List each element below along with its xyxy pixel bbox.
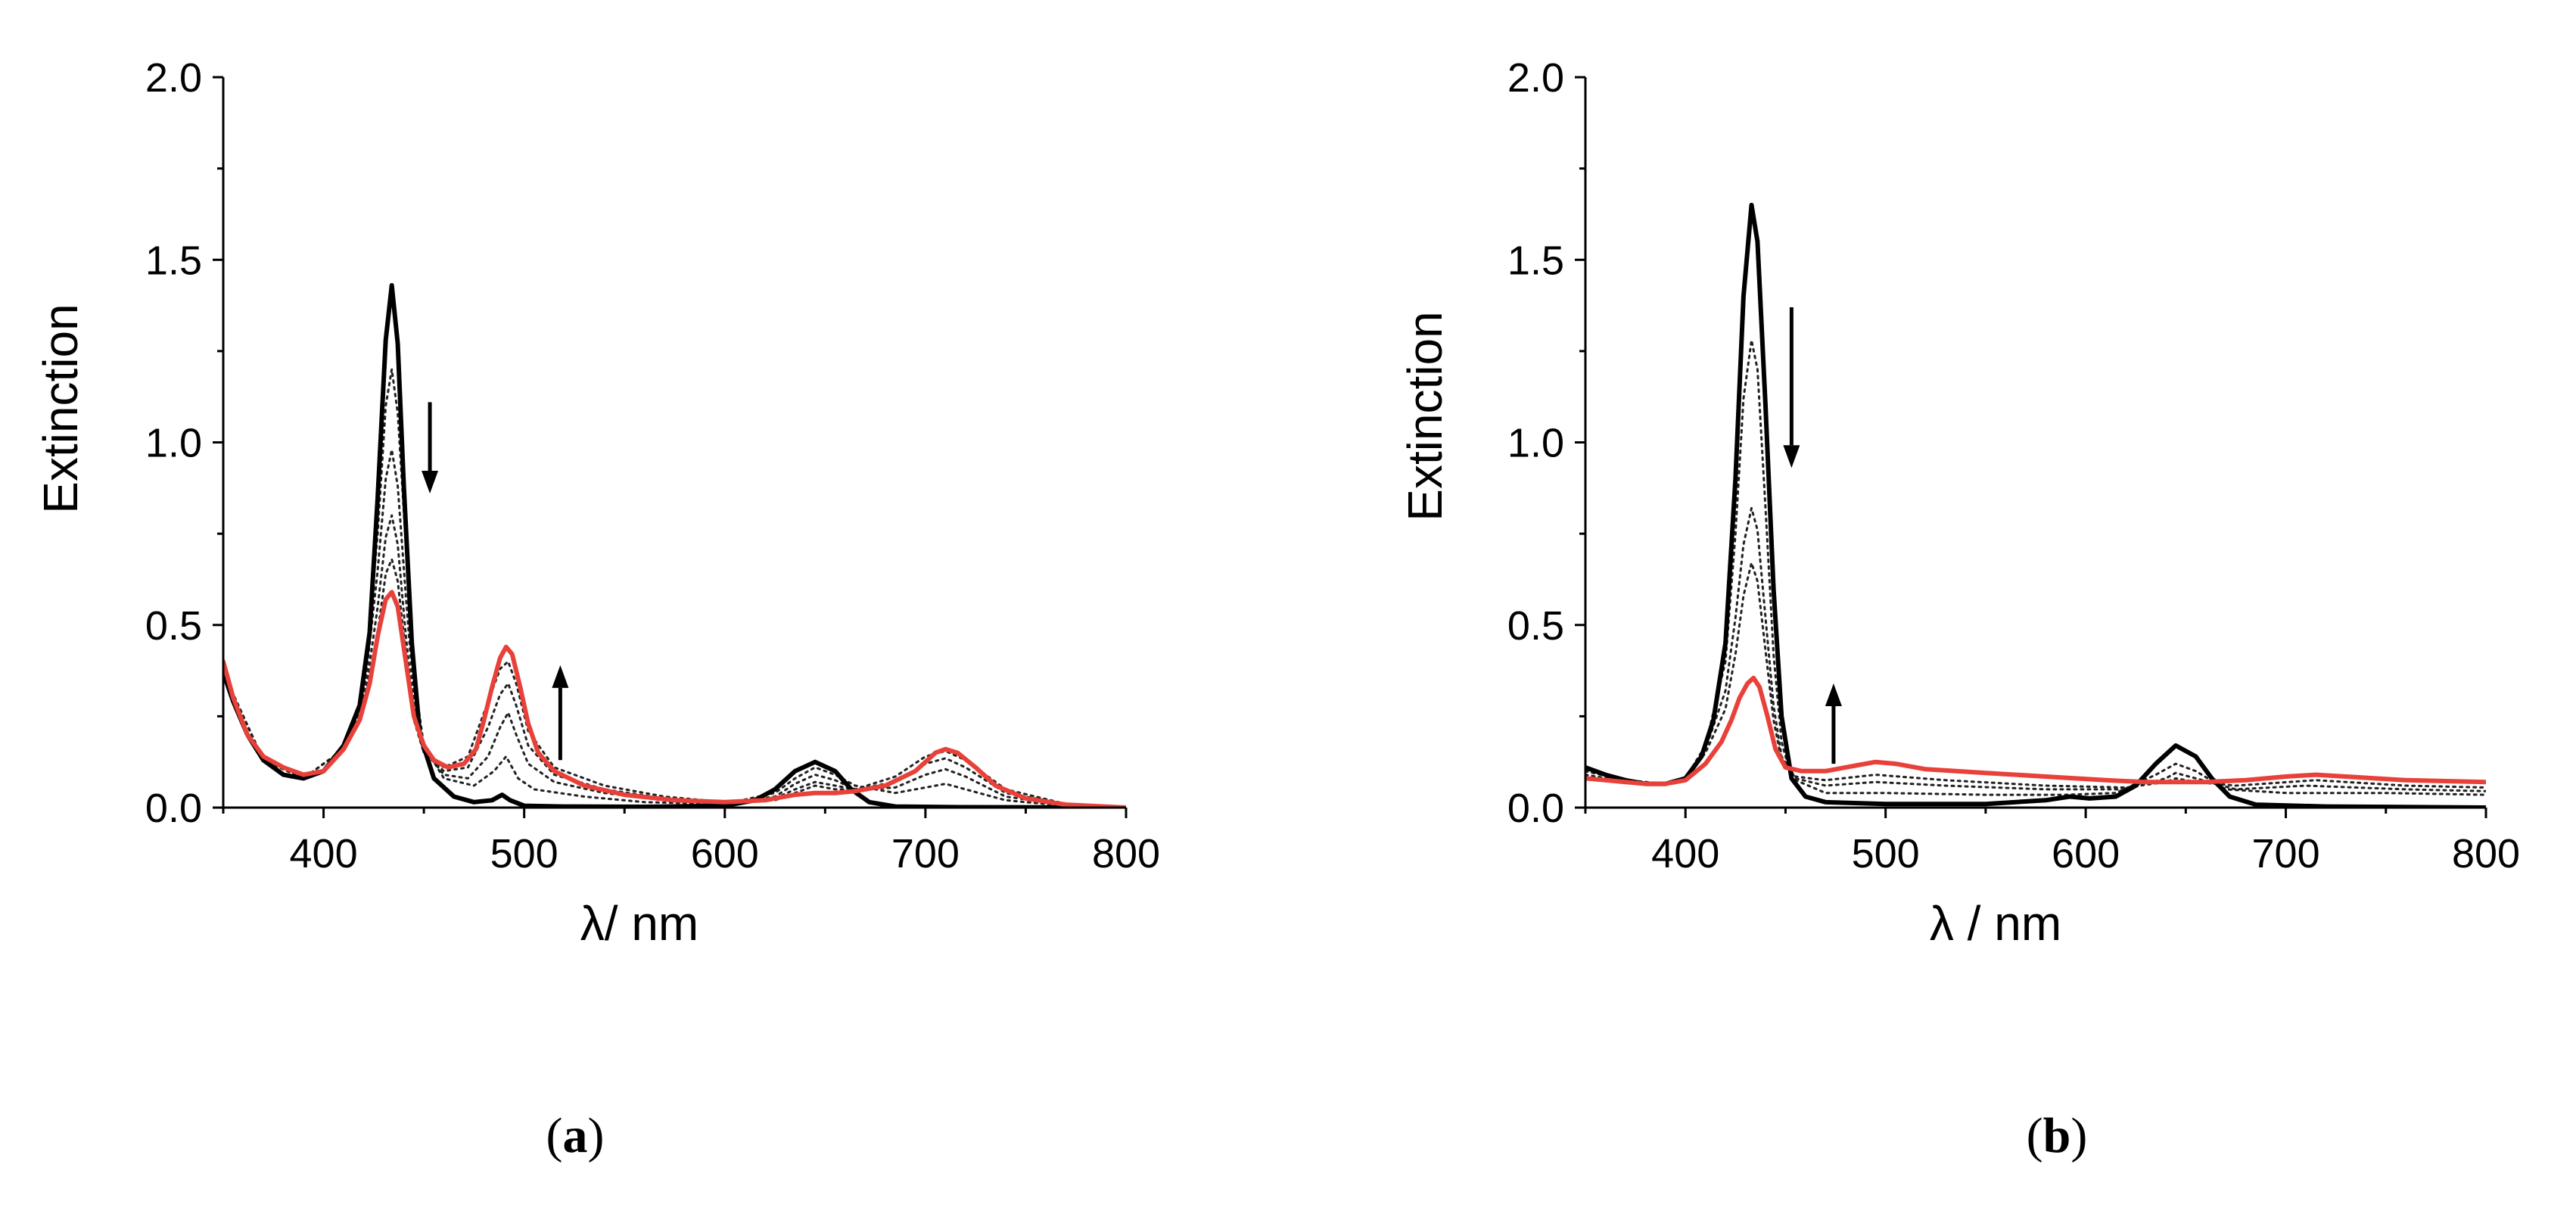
- series-line-initial: [1585, 202, 2486, 808]
- axes-frame-b: [1584, 77, 2486, 809]
- y-tick-label: 2.0: [1507, 55, 1564, 101]
- panel-label-a-letter: a: [563, 1108, 588, 1163]
- y-tick-label: 1.5: [145, 238, 202, 283]
- x-tick-label: 800: [2452, 831, 2520, 876]
- y-tick-label: 1.0: [145, 421, 202, 466]
- y-tick-label: 0.0: [145, 786, 202, 831]
- x-tick-label: 600: [691, 831, 759, 876]
- panel-label-a-close: ): [588, 1108, 605, 1163]
- x-tick-label: 600: [2052, 831, 2120, 876]
- series-line-intermediate-4: [223, 558, 1126, 808]
- series-line-intermediate-1: [1585, 338, 2486, 796]
- x-tick-label: 700: [891, 831, 960, 876]
- y-tick-label: 1.5: [1507, 238, 1564, 283]
- series-line-intermediate-3: [223, 514, 1126, 808]
- panel-label-a-open: (: [546, 1108, 563, 1163]
- panel-label-b-open: (: [2027, 1108, 2043, 1163]
- spectrum-curves-b: [1585, 202, 2486, 808]
- x-axis-ticks-b: 400 500 600 700 800: [1584, 808, 2520, 876]
- y-tick-label: 2.0: [145, 55, 202, 101]
- series-line-intermediate-2: [223, 448, 1126, 808]
- y-axis-title-b: Extinction: [1398, 311, 1452, 521]
- arrows-b: [1783, 307, 1842, 764]
- x-axis-ticks-a: 400 500 600 700 800: [222, 808, 1160, 876]
- arrow-down: [422, 402, 439, 494]
- panel-label-a: (a): [546, 1108, 605, 1163]
- series-line-final: [223, 590, 1126, 808]
- arrows-a: [422, 402, 569, 761]
- series-line-initial: [223, 283, 1126, 808]
- arrow-down: [1783, 307, 1800, 469]
- y-tick-label: 1.0: [1507, 421, 1564, 466]
- x-tick-label: 500: [490, 831, 558, 876]
- chart-panel-b: 0.0 0.5 1.0 1.5 2.0 400 500 600 700 800 Extincti…: [1398, 55, 2520, 1163]
- y-axis-ticks-a: 0.0 0.5 1.0 1.5 2.0: [145, 55, 223, 831]
- y-axis-ticks-b: 0.0 0.5 1.0 1.5 2.0: [1507, 55, 1585, 831]
- panel-label-b: (b): [2027, 1108, 2088, 1163]
- x-tick-label: 700: [2252, 831, 2320, 876]
- panel-label-b-letter: b: [2043, 1108, 2071, 1163]
- chart-panel-a: 0.0 0.5 1.0 1.5 2.0 400 500 600 700 800 Extincti…: [33, 55, 1160, 1163]
- x-axis-title-b: λ / nm: [1930, 896, 2061, 951]
- y-axis-title-a: Extinction: [33, 304, 88, 513]
- arrow-up: [1825, 683, 1842, 764]
- y-tick-label: 0.5: [145, 603, 202, 649]
- x-tick-label: 500: [1852, 831, 1920, 876]
- y-tick-label: 0.0: [1507, 786, 1564, 831]
- x-tick-label: 400: [1651, 831, 1719, 876]
- y-tick-label: 0.5: [1507, 603, 1564, 649]
- arrow-up: [552, 665, 569, 761]
- x-axis-title-a: λ/ nm: [580, 896, 698, 951]
- series-line-intermediate-1: [223, 368, 1126, 808]
- x-tick-label: 400: [290, 831, 358, 876]
- series-line-final: [1585, 675, 2486, 786]
- spectrum-curves-a: [223, 283, 1126, 808]
- panel-label-b-close: ): [2070, 1108, 2087, 1163]
- x-tick-label: 800: [1092, 831, 1160, 876]
- series-line-intermediate-2: [1585, 506, 2486, 792]
